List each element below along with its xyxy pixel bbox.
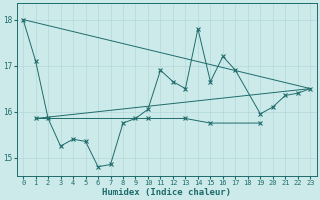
X-axis label: Humidex (Indice chaleur): Humidex (Indice chaleur) xyxy=(102,188,231,197)
